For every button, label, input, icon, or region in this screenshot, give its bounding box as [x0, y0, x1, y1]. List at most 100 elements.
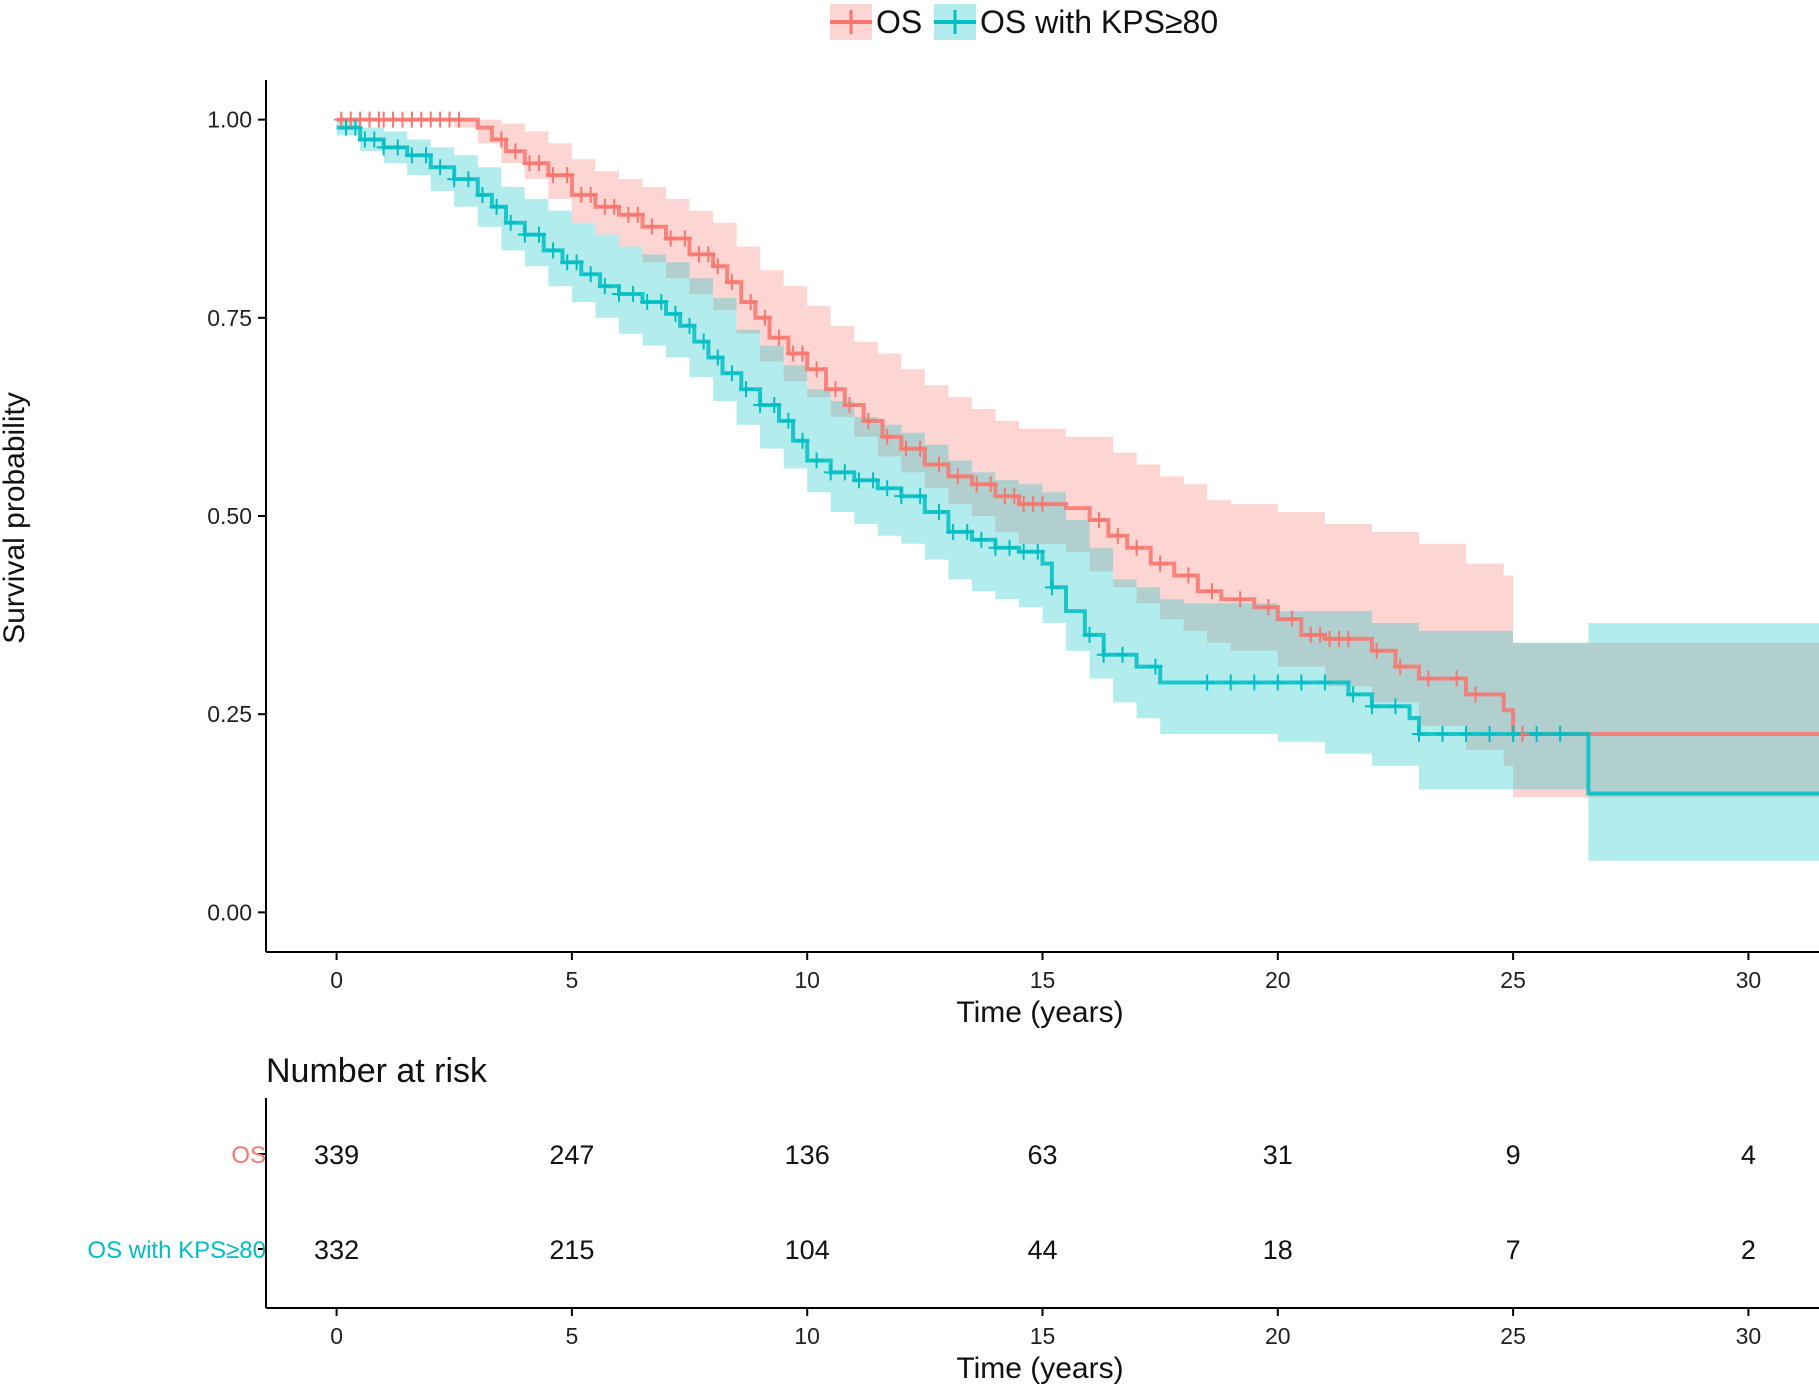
censor-mark [663, 230, 678, 247]
censor-mark [1204, 583, 1219, 600]
censor-mark [851, 472, 866, 489]
y-tick-label: 0.50 [207, 503, 252, 529]
legend-label-os: OS [876, 4, 922, 40]
censor-mark [1459, 726, 1474, 742]
x-axis-title: Time (years) [956, 996, 1123, 1029]
censor-mark [974, 531, 989, 548]
censor-mark [1468, 686, 1483, 703]
censor-mark [1223, 674, 1238, 691]
censor-marks [334, 111, 1568, 742]
censor-mark [1421, 670, 1436, 687]
censor-mark [795, 345, 810, 362]
censor-mark [861, 412, 876, 429]
censor-mark [475, 186, 490, 203]
x-tick-label: 25 [1500, 967, 1526, 993]
censor-mark [390, 139, 405, 156]
censor-mark [1369, 642, 1384, 659]
censor-mark [1096, 646, 1111, 663]
censor-mark [611, 286, 626, 303]
censor-mark [1482, 726, 1497, 742]
risk-row-label-kps: OS with KPS≥80 [87, 1237, 266, 1264]
censor-mark [724, 274, 739, 291]
censor-mark [1553, 726, 1568, 742]
censor-mark [1007, 488, 1022, 505]
risk-number: 104 [785, 1235, 830, 1265]
risk-x-tick-label: 10 [794, 1323, 820, 1349]
censor-mark [531, 155, 546, 172]
censor-mark [447, 171, 462, 188]
censor-mark [1261, 599, 1276, 616]
censor-mark [950, 468, 965, 485]
censor-mark [696, 333, 711, 350]
censor-mark [880, 480, 895, 497]
main-axes: 0.00 0.25 0.50 0.75 1.00 0 5 10 15 20 25 30 [207, 80, 1819, 993]
censor-mark [913, 440, 928, 457]
risk-number: 215 [549, 1235, 594, 1265]
y-tick-label: 1.00 [207, 107, 252, 133]
censor-mark [710, 349, 725, 366]
y-axis-title: Survival probability [0, 392, 31, 644]
censor-mark [1313, 626, 1328, 643]
legend: OS OS with KPS≥80 [830, 4, 1218, 40]
risk-numbers: 339 247 136 63 31 9 4 332 215 104 44 18 7 2 [314, 1140, 1756, 1265]
censor-mark [1233, 591, 1248, 608]
y-tick-label: 0.00 [207, 899, 252, 925]
censor-mark [640, 293, 655, 310]
censor-mark [1148, 658, 1163, 675]
legend-label-kps: OS with KPS≥80 [980, 4, 1218, 40]
censor-mark [1030, 543, 1045, 560]
censor-mark [583, 186, 598, 203]
risk-table-axes: 0 5 10 15 20 25 30 [258, 1098, 1819, 1349]
censor-mark [682, 317, 697, 334]
x-tick-label: 15 [1030, 967, 1056, 993]
censor-mark [630, 206, 645, 223]
censor-mark [677, 230, 692, 247]
risk-table-title: Number at risk [266, 1052, 488, 1090]
censor-mark [913, 488, 928, 505]
risk-x-tick-label: 20 [1265, 1323, 1291, 1349]
censor-mark [508, 143, 523, 160]
risk-number: 31 [1263, 1140, 1293, 1170]
censor-mark [1091, 511, 1106, 528]
censor-mark [1506, 726, 1521, 742]
censor-mark [1388, 698, 1403, 715]
risk-x-tick-label: 15 [1030, 1323, 1056, 1349]
censor-mark [668, 305, 683, 322]
censor-mark [837, 464, 852, 481]
censor-mark [1016, 543, 1031, 560]
censor-mark [1449, 670, 1464, 687]
risk-number: 9 [1506, 1140, 1521, 1170]
y-tick-label: 0.25 [207, 701, 252, 727]
censor-mark [1129, 539, 1144, 556]
censor-mark [842, 397, 857, 414]
censor-mark [607, 198, 622, 215]
censor-mark [1035, 496, 1050, 513]
censor-mark [1294, 674, 1309, 691]
censor-mark [983, 476, 998, 493]
risk-number: 247 [549, 1140, 594, 1170]
censor-mark [654, 293, 669, 310]
censor-mark [1341, 630, 1356, 647]
censor-mark [1317, 674, 1332, 691]
censor-mark [710, 258, 725, 275]
censor-mark [828, 381, 843, 398]
censor-mark [739, 381, 754, 398]
censor-mark [701, 246, 716, 263]
censor-mark [626, 286, 641, 303]
censor-mark [795, 432, 810, 449]
y-tick-label: 0.75 [207, 305, 252, 331]
censor-mark [367, 131, 382, 148]
x-tick-label: 20 [1265, 967, 1291, 993]
censor-mark [1284, 611, 1299, 628]
censor-mark [546, 242, 561, 259]
censor-mark [376, 139, 391, 156]
risk-number: 7 [1506, 1235, 1521, 1265]
x-tick-label: 10 [794, 967, 820, 993]
censor-mark [546, 167, 561, 184]
censor-mark [419, 147, 434, 164]
censor-mark [931, 504, 946, 521]
risk-number: 18 [1263, 1235, 1293, 1265]
censor-mark [1411, 726, 1426, 742]
y-ticks: 0.00 0.25 0.50 0.75 1.00 [207, 107, 266, 925]
